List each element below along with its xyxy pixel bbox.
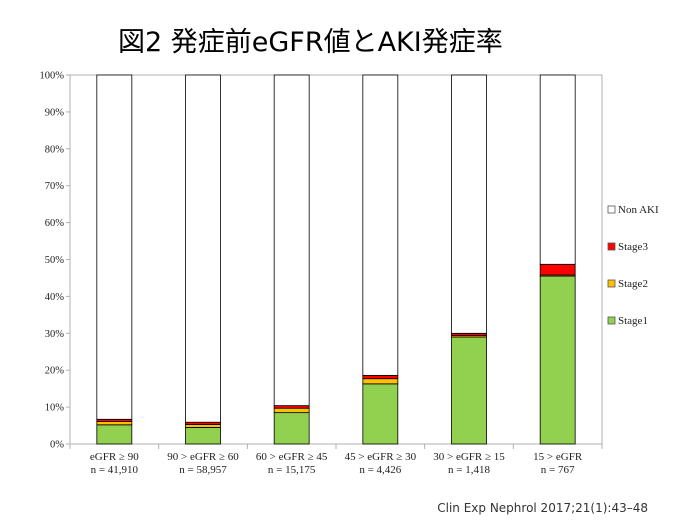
y-tick-label: 30% xyxy=(45,329,65,340)
legend-label: Stage1 xyxy=(618,315,648,327)
x-category-label: 30 > eGFR ≥ 15 xyxy=(433,451,505,463)
bar-segment-stage2 xyxy=(185,424,221,428)
y-tick-label: 20% xyxy=(45,366,65,377)
bar-segment-stage2 xyxy=(96,421,133,426)
bar-segment-non-aki xyxy=(362,74,399,376)
bar-segment-stage1 xyxy=(362,383,399,445)
x-category-label: 60 > eGFR ≥ 45 xyxy=(256,451,328,463)
x-category-label: n = 767 xyxy=(541,464,575,476)
x-category-label: 45 > eGFR ≥ 30 xyxy=(345,451,417,463)
x-category-label: n = 58,957 xyxy=(179,464,227,476)
legend-label: Non AKI xyxy=(618,204,659,216)
bar-segment-stage2 xyxy=(273,407,310,414)
y-tick-label: 80% xyxy=(45,144,65,155)
bar-segment-stage1 xyxy=(451,336,487,445)
x-category-label: 90 > eGFR ≥ 60 xyxy=(167,451,239,463)
bar-segment-stage1 xyxy=(185,426,221,445)
y-tick-label: 70% xyxy=(45,181,65,192)
bar-segment-non-aki xyxy=(96,74,133,420)
bar-segment-stage1 xyxy=(96,424,133,445)
y-tick-label: 40% xyxy=(45,292,65,303)
legend: Non AKI Stage3 Stage2 Stage1 xyxy=(607,204,659,327)
bar-segment-non-aki xyxy=(185,74,221,423)
plot-area: 0% 10% 20% 30% 40% 50% 60% 70% 80% 90% 100% eGFR ≥ … xyxy=(40,71,603,476)
source-citation: Clin Exp Nephrol 2017;21(1):43–48 xyxy=(437,501,648,515)
bar-segment-stage2 xyxy=(362,378,399,385)
y-tick-label: 60% xyxy=(45,218,65,229)
x-category-label: n = 1,418 xyxy=(448,464,490,476)
x-category-label: 15 > eGFR xyxy=(533,451,583,463)
bar-segment-stage1 xyxy=(273,412,310,445)
x-category-label: n = 4,426 xyxy=(359,464,401,476)
chart-title: 図2 発症前eGFR値とAKI発症率 xyxy=(118,27,503,58)
x-category-label: eGFR ≥ 90 xyxy=(90,451,139,463)
y-tick-label: 10% xyxy=(45,403,65,414)
legend-swatch-stage3 xyxy=(607,242,616,251)
bar-segment-stage3 xyxy=(539,263,576,276)
bar-segment-non-aki xyxy=(273,74,310,407)
legend-swatch-stage1 xyxy=(607,316,616,325)
legend-swatch-stage2 xyxy=(607,279,616,288)
y-tick-label: 0% xyxy=(50,440,64,451)
bar-segment-stage3 xyxy=(362,374,399,380)
y-tick-label: 100% xyxy=(40,71,65,82)
y-tick-label: 50% xyxy=(45,255,65,266)
legend-swatch-non-aki xyxy=(607,205,616,214)
plot-border xyxy=(69,74,603,445)
bar-segment-non-aki xyxy=(451,74,487,334)
legend-label: Stage2 xyxy=(618,278,648,290)
y-tick-label: 90% xyxy=(45,107,65,118)
x-category-label: n = 41,910 xyxy=(91,464,139,476)
bar-segment-stage1 xyxy=(539,275,576,445)
bar-segment-non-aki xyxy=(539,74,576,265)
x-category-label: n = 15,175 xyxy=(268,464,316,476)
legend-label: Stage3 xyxy=(618,241,648,253)
